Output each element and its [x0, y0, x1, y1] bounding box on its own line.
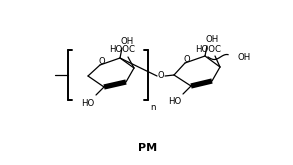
Text: HOOC: HOOC [109, 46, 135, 54]
Text: HOOC: HOOC [195, 45, 221, 53]
Text: HO: HO [168, 98, 182, 106]
Text: OH: OH [205, 34, 219, 44]
Text: O: O [184, 54, 190, 64]
Text: OH: OH [120, 36, 134, 46]
Text: OH: OH [237, 52, 250, 62]
Text: O: O [99, 56, 105, 66]
Text: PM: PM [138, 143, 158, 153]
Text: O: O [158, 71, 164, 81]
Text: HO: HO [81, 99, 95, 108]
Text: n: n [150, 102, 156, 112]
